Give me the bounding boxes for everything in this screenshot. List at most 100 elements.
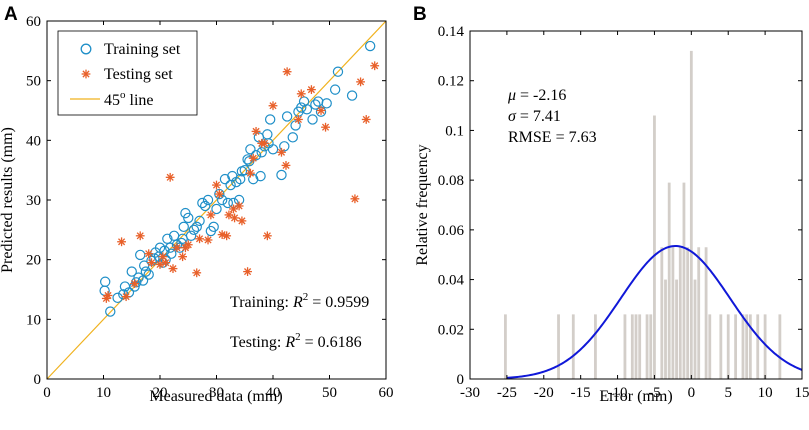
training-point <box>208 221 219 233</box>
histogram-bar <box>645 314 649 379</box>
histogram-y-tick-label: 0.08 <box>438 173 464 189</box>
testing-point <box>350 194 360 204</box>
legend-training-marker <box>80 43 92 55</box>
histogram-bar <box>763 314 767 379</box>
histogram-bar <box>678 247 682 379</box>
testing-point <box>178 252 187 262</box>
histogram-y-tick-label: 0.02 <box>438 322 464 338</box>
scatter-x-tick-label: 10 <box>96 385 111 401</box>
histogram-y-tick-label: 0.14 <box>438 24 465 40</box>
testing-point <box>262 231 272 241</box>
testing-point <box>316 106 326 115</box>
histogram-bar <box>664 279 667 379</box>
testing-point <box>251 126 261 136</box>
testing-point <box>281 160 291 170</box>
training-point <box>267 144 279 155</box>
scatter-x-tick-label: 20 <box>153 385 168 401</box>
training-point <box>178 221 189 233</box>
sigma-annotation: σ = 7.41 <box>508 108 561 125</box>
histogram-bar <box>660 247 664 379</box>
training-point <box>245 144 256 155</box>
testing-point <box>282 67 292 77</box>
training-point <box>307 114 318 125</box>
testing-point <box>147 258 156 268</box>
training-point <box>131 277 142 288</box>
histogram-bar <box>675 279 678 379</box>
histogram-bar <box>778 314 782 379</box>
training-point <box>197 197 208 209</box>
histogram-bar <box>748 314 752 379</box>
scatter-y-tick-label: 10 <box>26 312 41 328</box>
training-point <box>99 276 111 287</box>
training-point <box>296 102 307 113</box>
histogram-bar <box>689 50 693 380</box>
training-point <box>216 194 228 206</box>
training-point <box>185 230 197 241</box>
testing-point <box>224 210 234 220</box>
testing-point <box>206 210 216 220</box>
histogram-y-tick-label: 0 <box>457 372 465 388</box>
testing-point <box>135 231 145 241</box>
histogram-bar <box>571 314 575 379</box>
scatter-x-tick-label: 60 <box>379 385 394 401</box>
training-point <box>321 98 332 109</box>
scatter-y-axis-label: Predicted results (mm) <box>0 127 16 273</box>
training-point <box>135 249 146 261</box>
testing-point <box>212 180 221 190</box>
testing-point <box>165 172 175 182</box>
histogram-bar <box>594 314 597 379</box>
histogram-bar <box>671 247 675 379</box>
histogram-bar <box>756 314 760 379</box>
testing-point <box>243 267 252 276</box>
histogram-chart: -30 -25 -20 -15 -10 -5 0 5 10 15 0 0.02 0.04 0.06 0.08… <box>414 24 809 405</box>
normal-distribution-curve <box>506 245 803 379</box>
histogram-plot-frame <box>469 30 803 380</box>
training-point <box>290 120 301 131</box>
scatter-y-tick-label: 20 <box>26 253 41 269</box>
training-point <box>332 66 344 77</box>
testing-point <box>296 89 306 99</box>
histogram-y-tick-label: 0.1 <box>445 123 464 139</box>
testing-point <box>307 85 316 95</box>
testing-point <box>130 279 139 288</box>
scatter-y-tick-label: 50 <box>26 74 41 90</box>
training-point <box>222 197 233 209</box>
training-point <box>364 40 376 52</box>
training-point <box>255 170 266 182</box>
histogram-bar <box>634 314 638 379</box>
scatter-y-tick-label: 60 <box>26 14 41 30</box>
histogram-x-tick-label: -30 <box>460 385 480 401</box>
scatter-x-tick-label: 30 <box>209 385 224 401</box>
training-point <box>191 221 202 233</box>
histogram-bar <box>630 314 634 379</box>
training-point <box>202 194 214 206</box>
histogram-bar <box>726 314 730 379</box>
training-point <box>310 99 321 110</box>
legend-45-line-label: 45o line <box>104 89 154 109</box>
testing-point <box>195 234 204 244</box>
testing-r2-annotation: Testing: R2 = 0.6186 <box>230 331 362 351</box>
training-point <box>219 173 231 185</box>
training-point <box>262 129 273 140</box>
histogram-bar <box>638 314 642 379</box>
scatter-x-axis-label: Measured data (mm) <box>149 388 282 405</box>
testing-point <box>144 249 154 259</box>
testing-point <box>260 138 269 148</box>
scatter-y-tick-label: 30 <box>26 193 41 209</box>
testing-point <box>230 213 239 223</box>
training-point <box>188 224 200 236</box>
testing-point <box>214 189 224 199</box>
testing-point <box>103 291 113 300</box>
panel-a-letter: A <box>4 4 18 25</box>
testing-point <box>248 153 258 163</box>
histogram-x-tick-label: -15 <box>571 385 591 401</box>
training-point <box>264 114 276 125</box>
training-point <box>199 200 211 212</box>
scatter-chart: 0 10 20 30 40 50 60 0 10 20 30 40 50 60 Measured data… <box>0 14 394 405</box>
scatter-legend: Training set Testing set 45o line <box>57 30 198 116</box>
histogram-bar <box>704 247 708 379</box>
training-point <box>112 292 123 304</box>
testing-point <box>237 216 247 226</box>
histogram-bar <box>504 314 507 379</box>
